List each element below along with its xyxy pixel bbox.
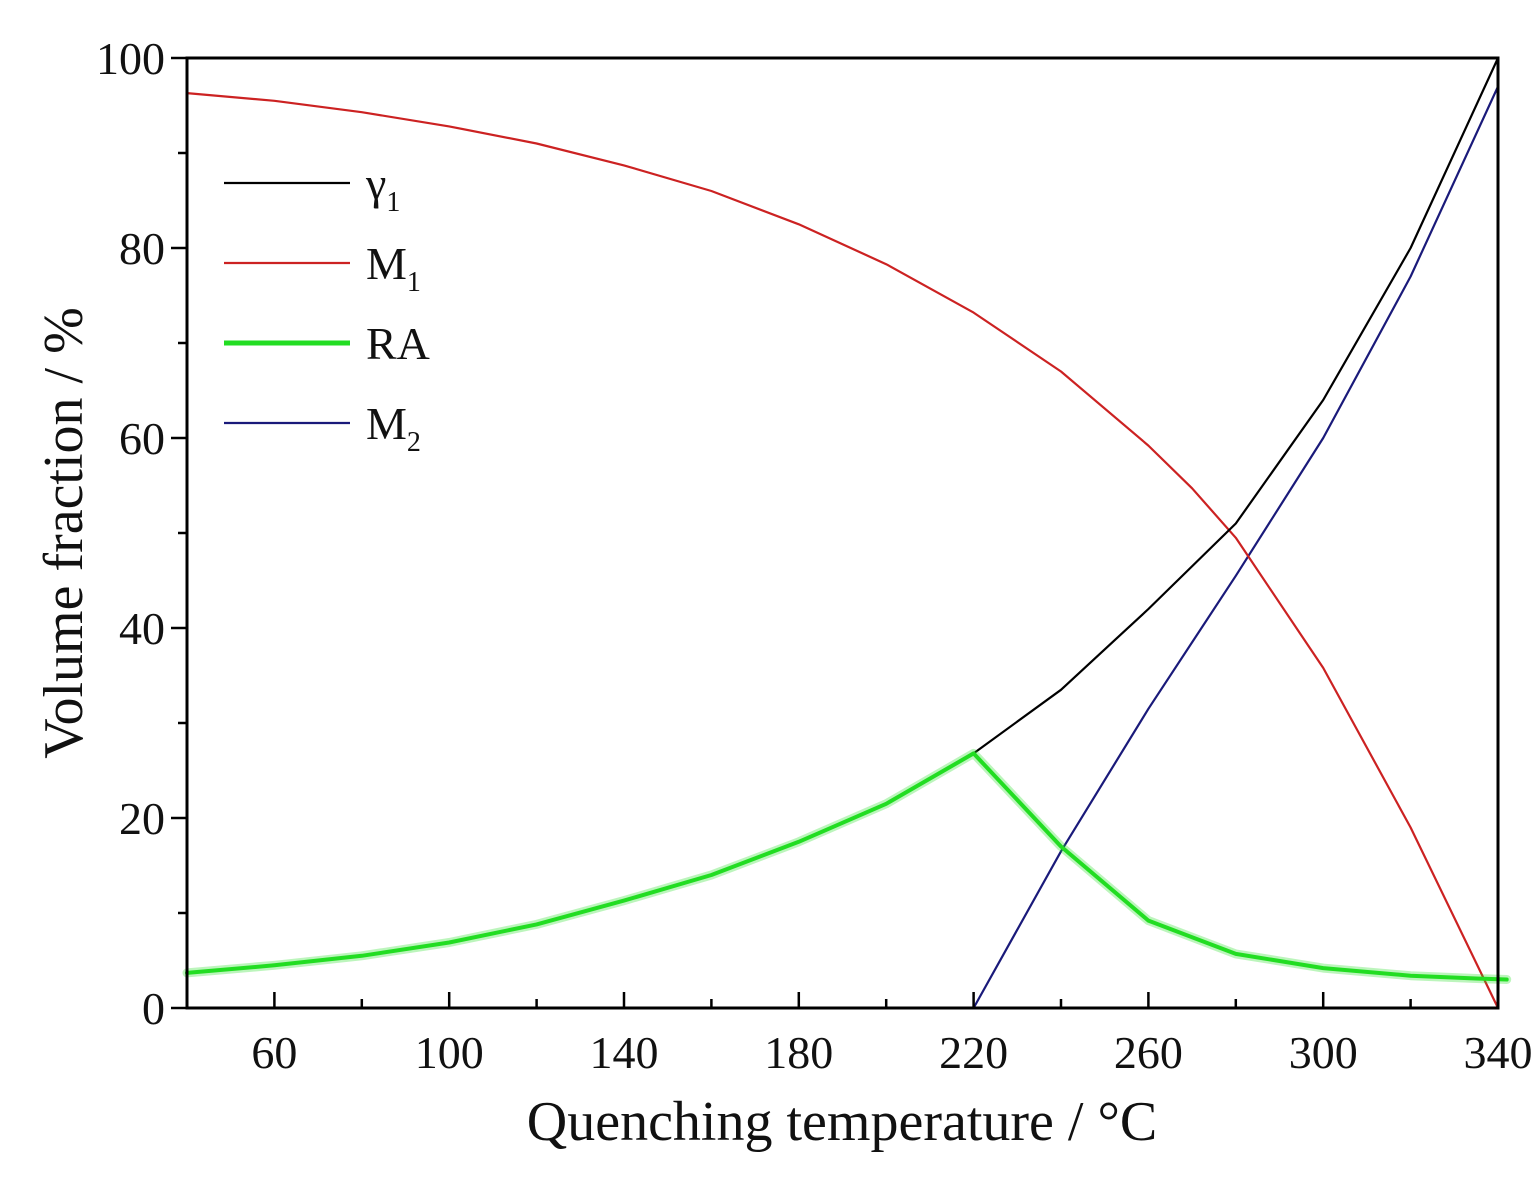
x-tick-label: 60	[251, 1027, 297, 1078]
x-tick-label: 300	[1289, 1027, 1358, 1078]
y-tick-label: 100	[96, 33, 165, 84]
y-tick-label: 40	[119, 603, 165, 654]
tick-layer: 60 100 140 180 220 260 300 340 0 20 40 60 80 100	[96, 33, 1533, 1078]
x-tick-label: 340	[1464, 1027, 1533, 1078]
y-tick-label: 80	[119, 223, 165, 274]
x-tick-label: 180	[764, 1027, 833, 1078]
legend-label-ra: RA	[366, 318, 430, 369]
x-tick-label: 260	[1114, 1027, 1183, 1078]
legend-label-m2: M2	[366, 398, 421, 458]
legend: γ1 M1 RA M2	[224, 158, 430, 458]
series-gamma1-line	[972, 56, 1500, 755]
series-m2-line	[185, 85, 1500, 1010]
y-tick-label: 0	[142, 983, 165, 1034]
y-tick-label: 60	[119, 413, 165, 464]
series-ra-line	[185, 751, 1509, 982]
series-m1-line	[185, 92, 1500, 1010]
x-tick-label: 100	[415, 1027, 484, 1078]
x-tick-label: 220	[939, 1027, 1008, 1078]
legend-label-gamma1: γ1	[365, 158, 400, 218]
series-layer	[182, 56, 1512, 1010]
legend-label-m1: M1	[366, 238, 421, 298]
x-tick-label: 140	[590, 1027, 659, 1078]
series-ra-glow	[182, 748, 1512, 984]
x-axis-title: Quenching temperature / °C	[527, 1091, 1157, 1153]
y-axis-title: Volume fraction / %	[33, 307, 95, 759]
y-tick-label: 20	[119, 793, 165, 844]
